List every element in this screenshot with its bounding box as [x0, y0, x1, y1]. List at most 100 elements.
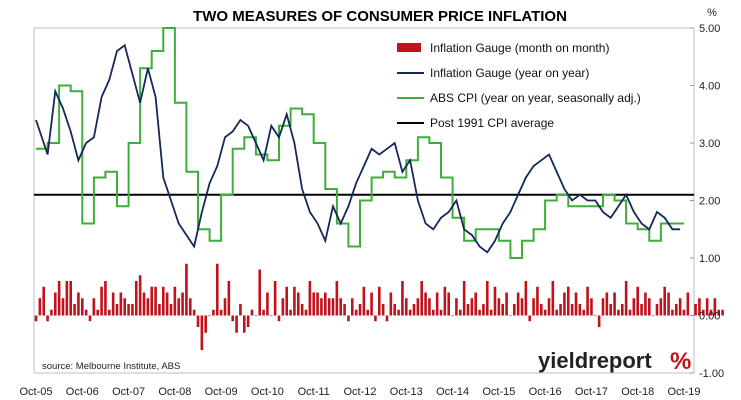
- bar-mom: [254, 315, 258, 317]
- source-note: source: Melbourne Institute, ABS: [42, 361, 180, 372]
- bar-mom: [628, 309, 632, 316]
- bar-mom: [678, 298, 682, 316]
- bar-mom: [416, 298, 420, 316]
- x-tick-label: Oct-17: [575, 386, 608, 398]
- bar-mom: [38, 298, 42, 316]
- bar-mom: [555, 309, 559, 316]
- x-tick-label: Oct-19: [667, 386, 700, 398]
- y-tick-label: 2.00: [699, 196, 720, 208]
- bar-mom: [644, 292, 647, 316]
- bar-mom: [277, 315, 281, 322]
- bar-mom: [401, 281, 404, 316]
- bar-mom: [269, 315, 273, 317]
- bar-mom: [647, 298, 651, 316]
- bar-mom: [177, 298, 181, 316]
- bar-mom: [366, 309, 370, 316]
- bar-mom: [482, 304, 485, 316]
- bar-mom: [377, 286, 381, 316]
- bar-mom: [293, 286, 296, 316]
- bar-mom: [343, 304, 346, 316]
- bar-mom: [447, 292, 451, 316]
- bar-mom: [115, 304, 119, 316]
- bar-mom: [374, 315, 377, 322]
- bar-mom: [266, 292, 269, 316]
- bar-mom: [200, 315, 204, 350]
- bar-mom: [50, 309, 53, 316]
- lines-group: [35, 27, 684, 259]
- bar-mom: [323, 292, 327, 316]
- bar-mom: [204, 315, 208, 333]
- bar-mom: [239, 304, 242, 316]
- bar-mom: [134, 281, 138, 316]
- bar-mom: [142, 292, 146, 316]
- bar-mom: [227, 281, 231, 316]
- bar-mom: [466, 304, 470, 316]
- bar-mom: [578, 304, 582, 316]
- abs-cpi-line: [36, 27, 684, 259]
- x-tick-label: Oct-14: [436, 386, 469, 398]
- bar-mom: [505, 292, 508, 316]
- x-tick-label: Oct-16: [529, 386, 562, 398]
- brand-wordmark: yieldreport: [538, 348, 652, 373]
- bar-mom: [617, 309, 620, 316]
- bar-mom: [667, 292, 670, 316]
- bar-mom: [593, 315, 597, 317]
- bar-mom: [150, 286, 154, 316]
- bar-mom: [512, 304, 516, 316]
- bar-mom: [381, 304, 385, 316]
- bar-mom: [304, 309, 308, 316]
- bar-mom: [420, 281, 424, 316]
- bar-mom: [246, 315, 250, 327]
- bar-mom: [161, 286, 165, 316]
- bar-mom: [570, 304, 574, 316]
- bar-mom: [100, 286, 103, 316]
- bar-mom: [536, 286, 539, 316]
- mom-bars: [34, 263, 724, 350]
- legend: Inflation Gauge (month on month) Inflati…: [397, 41, 641, 130]
- bar-mom: [474, 292, 478, 316]
- bar-mom: [350, 298, 354, 316]
- bar-mom: [539, 304, 543, 316]
- bar-mom: [181, 292, 184, 316]
- legend-label-mom: Inflation Gauge (month on month): [430, 41, 609, 55]
- bar-mom: [462, 281, 466, 316]
- bar-mom: [605, 292, 609, 316]
- bar-mom: [285, 286, 289, 316]
- bar-mom: [493, 286, 497, 316]
- bar-mom: [347, 315, 350, 322]
- bar-mom: [188, 298, 192, 316]
- y-axis-ticks: 5.00 4.00 3.00 2.00 1.00 0.00 -1.00: [690, 23, 724, 380]
- bar-mom: [262, 309, 265, 316]
- bar-mom: [713, 298, 717, 316]
- x-tick-label: Oct-09: [205, 386, 238, 398]
- bar-mom: [566, 286, 570, 316]
- bar-mom: [231, 315, 235, 322]
- bar-mom: [397, 309, 400, 316]
- bar-mom: [717, 309, 721, 316]
- bar-mom: [173, 286, 177, 316]
- bar-mom: [451, 315, 454, 317]
- bar-mom: [501, 304, 505, 316]
- bar-mom: [242, 315, 246, 333]
- bar-mom: [327, 298, 331, 316]
- bar-mom: [300, 304, 304, 316]
- x-tick-label: Oct-13: [390, 386, 423, 398]
- bar-mom: [296, 292, 300, 316]
- bar-mom: [358, 304, 362, 316]
- bar-mom: [331, 298, 335, 316]
- x-axis-ticks: Oct-05 Oct-06 Oct-07 Oct-08 Oct-09 Oct-10 Oct-…: [19, 386, 700, 398]
- bar-mom: [258, 269, 262, 316]
- bar-mom: [701, 309, 705, 316]
- bar-mom: [320, 298, 323, 316]
- bar-mom: [609, 304, 613, 316]
- bar-mom: [215, 263, 219, 316]
- bar-mom: [123, 298, 127, 316]
- brand-percent-icon: %: [670, 348, 691, 375]
- bar-mom: [582, 309, 586, 316]
- bar-mom: [169, 304, 173, 316]
- brand-logo: yieldreport %: [538, 348, 691, 375]
- bar-mom: [127, 304, 130, 316]
- bar-mom: [308, 281, 312, 316]
- bar-mom: [489, 309, 493, 316]
- bar-mom: [590, 298, 593, 316]
